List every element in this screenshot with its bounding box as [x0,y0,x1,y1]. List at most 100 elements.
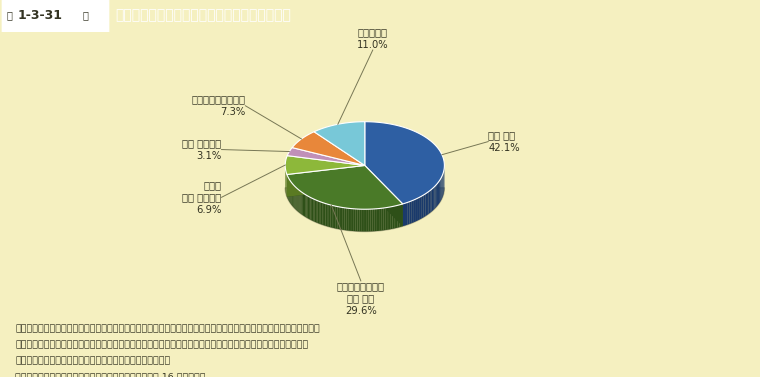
Polygon shape [321,202,322,225]
Polygon shape [287,166,365,197]
Polygon shape [334,206,336,228]
Text: どちらかというと
そう 思う
29.6%: どちらかというと そう 思う 29.6% [337,281,385,316]
Polygon shape [295,186,296,209]
Polygon shape [439,180,440,204]
Polygon shape [384,208,385,230]
Polygon shape [292,132,365,166]
Polygon shape [287,166,365,197]
Polygon shape [348,208,350,231]
Polygon shape [293,185,295,208]
Polygon shape [306,195,308,218]
Polygon shape [312,198,313,221]
Polygon shape [285,156,365,175]
Polygon shape [399,204,401,227]
Polygon shape [314,122,365,166]
Polygon shape [420,196,422,219]
Polygon shape [325,204,327,226]
Polygon shape [361,209,363,231]
Polygon shape [414,199,416,222]
Polygon shape [337,207,339,229]
Polygon shape [369,209,371,231]
Polygon shape [422,195,423,218]
Polygon shape [319,201,321,224]
Polygon shape [297,189,299,212]
Polygon shape [350,208,352,231]
Text: 科学技術政策の形成に関する国民参加の必要性: 科学技術政策の形成に関する国民参加の必要性 [115,8,291,22]
Polygon shape [322,202,324,225]
Polygon shape [367,209,369,231]
Polygon shape [299,190,300,214]
Polygon shape [352,208,353,231]
Polygon shape [309,197,311,220]
Text: 注）「今後、科学技術の発展が国民生活に与える影響はますます増えていくと考えられるが、そのような科学技術に関: 注）「今後、科学技術の発展が国民生活に与える影響はますます増えていくと考えられる… [15,325,320,333]
Text: そう 思わない
3.1%: そう 思わない 3.1% [182,138,221,161]
Text: わからない
11.0%: わからない 11.0% [357,28,388,50]
Polygon shape [389,207,391,230]
Polygon shape [304,194,306,217]
Text: する政策形成には、研究者や行政官といった専門家だけでなく、国民自身の参画がより一層必要となってくる」: する政策形成には、研究者や行政官といった専門家だけでなく、国民自身の参画がより一… [15,340,309,349]
Polygon shape [430,189,432,213]
Polygon shape [423,194,426,217]
Polygon shape [311,198,312,221]
Polygon shape [427,192,429,215]
Polygon shape [308,196,309,219]
Polygon shape [316,200,318,223]
Polygon shape [440,179,441,202]
Polygon shape [382,208,384,230]
Polygon shape [375,209,376,231]
Polygon shape [331,205,332,228]
Polygon shape [410,201,412,224]
Polygon shape [365,166,403,226]
Polygon shape [418,197,420,220]
Polygon shape [363,209,365,231]
Polygon shape [372,209,375,231]
Polygon shape [394,206,396,228]
Text: 1-3-31: 1-3-31 [18,9,63,22]
Text: あまり
そう 思わない
6.9%: あまり そう 思わない 6.9% [182,180,221,215]
Polygon shape [324,203,325,226]
Polygon shape [429,190,430,214]
Text: どちらともいえない
7.3%: どちらともいえない 7.3% [192,95,245,117]
Polygon shape [341,207,343,230]
Polygon shape [292,183,293,207]
Polygon shape [356,209,357,231]
Polygon shape [380,208,382,231]
Polygon shape [353,209,356,231]
Polygon shape [371,209,372,231]
Polygon shape [300,191,302,215]
Polygon shape [302,193,304,216]
Polygon shape [432,188,433,211]
Polygon shape [313,199,315,222]
Polygon shape [365,209,367,231]
Polygon shape [327,204,329,227]
Text: 第: 第 [7,11,13,20]
Polygon shape [435,184,437,208]
Polygon shape [397,205,399,228]
Polygon shape [287,147,365,166]
Polygon shape [405,202,407,225]
Polygon shape [433,187,435,210]
Text: そう 思う
42.1%: そう 思う 42.1% [488,130,520,153]
Polygon shape [387,207,389,230]
Polygon shape [365,122,445,204]
Polygon shape [357,209,359,231]
Polygon shape [391,207,392,229]
Polygon shape [426,193,427,216]
Polygon shape [437,183,438,206]
Text: と言う意見についてどう思うかという問いに対する回答。: と言う意見についてどう思うかという問いに対する回答。 [15,356,170,365]
Polygon shape [416,198,418,221]
Polygon shape [378,208,380,231]
Polygon shape [329,204,331,227]
Polygon shape [438,181,439,205]
Polygon shape [343,207,344,230]
Polygon shape [401,204,403,227]
Polygon shape [318,201,319,224]
Text: 資料：内閣府「科学技術と社会に関する世論調査（平成 16 年２月）」: 資料：内閣府「科学技術と社会に関する世論調査（平成 16 年２月）」 [15,372,206,377]
FancyBboxPatch shape [2,0,109,61]
Polygon shape [396,205,397,228]
Polygon shape [332,205,334,228]
Polygon shape [315,199,316,222]
Polygon shape [344,208,347,230]
Polygon shape [336,206,337,229]
Polygon shape [385,207,387,230]
